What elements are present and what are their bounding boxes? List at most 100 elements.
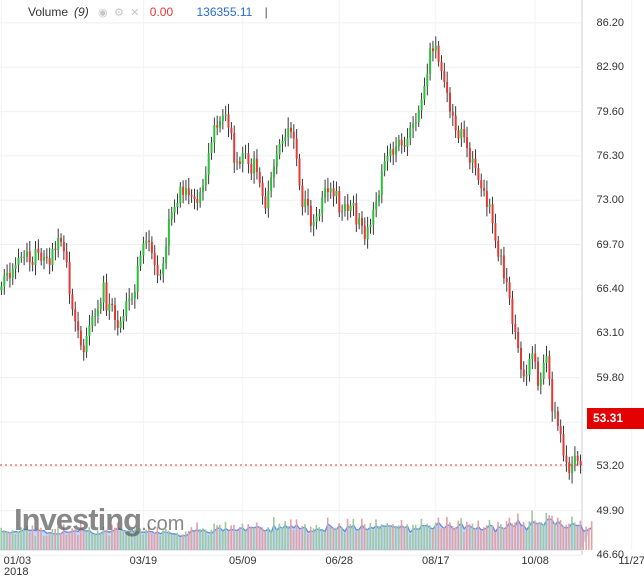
candle-body (227, 114, 230, 128)
volume-bar (511, 523, 513, 550)
candle-body (122, 315, 125, 322)
volume-bar (128, 529, 130, 550)
candle-body (468, 147, 471, 163)
volume-bar (3, 530, 5, 550)
candle-body (99, 302, 102, 310)
volume-bar (244, 530, 247, 550)
candle-body (253, 158, 256, 174)
eye-icon[interactable]: ◉ (98, 7, 108, 19)
volume-bar (395, 526, 397, 550)
volume-bar (568, 523, 570, 550)
volume-bar (196, 522, 198, 550)
volume-bar (349, 524, 352, 550)
volume-bar (502, 527, 505, 550)
volume-bar (483, 527, 485, 550)
volume-bar (74, 529, 76, 550)
candle-body (196, 198, 199, 203)
candle-body (187, 188, 190, 195)
volume-bar (579, 520, 582, 550)
candle-body (136, 266, 139, 292)
candle-body (91, 315, 94, 326)
volume-bar (71, 528, 73, 550)
x-tick-label: 11/27 (618, 555, 644, 567)
candle-body (216, 125, 219, 128)
volume-bar (480, 530, 482, 550)
volume-bar (88, 527, 90, 550)
volume-bar (122, 530, 125, 550)
candle-body (372, 209, 375, 225)
candle-body (204, 174, 207, 186)
volume-bar (449, 522, 451, 550)
volume-bar (562, 526, 565, 550)
candle-body (386, 155, 389, 162)
volume-bar (414, 524, 417, 550)
candle-body (548, 356, 551, 380)
candle-body (505, 278, 508, 283)
volume-bar (556, 517, 559, 550)
volume-bar (471, 523, 474, 550)
volume-bar (65, 534, 68, 550)
volume-bar (497, 521, 499, 550)
candle-body (576, 455, 579, 462)
volume-bar (358, 529, 360, 550)
volume-bar (187, 530, 190, 550)
legend-indicator-value: 0.00 (149, 5, 174, 19)
volume-bar (182, 534, 184, 550)
volume-bar (26, 526, 28, 550)
candle-body (511, 298, 514, 324)
volume-bar (31, 525, 34, 550)
candle-body (150, 242, 153, 253)
volume-bar (290, 519, 292, 550)
candles (0, 36, 582, 484)
y-tick-label: 46.60 (596, 549, 624, 562)
gear-icon[interactable]: ⚙ (114, 7, 124, 19)
volume-bar (167, 530, 170, 550)
volume-bar (324, 531, 326, 550)
candle-body (244, 153, 247, 155)
volume-bar (216, 525, 218, 550)
candle-body (17, 258, 20, 265)
y-tick-label: 53.20 (596, 460, 624, 473)
x-tick-label: 08/17 (422, 555, 450, 567)
candle-body (159, 274, 162, 276)
volume-bar (278, 523, 281, 550)
volume-bar (82, 530, 85, 550)
volume-bar (255, 522, 258, 550)
x-tick-label: 03/19 (129, 555, 158, 567)
candle-body (474, 158, 477, 168)
volume-bar (494, 532, 496, 550)
candle-body (301, 185, 304, 207)
volume-bar (185, 531, 187, 550)
volume-bar (537, 523, 539, 550)
candle-body (295, 138, 298, 159)
volume-bar (446, 517, 448, 550)
volume-bar (267, 527, 269, 550)
volume-bar (6, 532, 8, 550)
candle-body (378, 194, 380, 202)
volume-bar (312, 528, 315, 550)
candle-body (525, 375, 528, 377)
chart-grid (0, 0, 633, 556)
candle-body (417, 110, 420, 123)
candle-body (167, 219, 170, 246)
candle-body (565, 455, 568, 463)
candle-body (68, 262, 71, 295)
volume-bar (528, 521, 531, 550)
volume-bar (531, 510, 533, 550)
y-tick-label: 69.70 (596, 238, 624, 251)
volume-bar (517, 513, 519, 550)
volume-bar (460, 518, 462, 550)
candle-body (23, 256, 26, 258)
volume-bar (559, 520, 562, 550)
close-icon[interactable]: ✕ (130, 7, 140, 19)
candle-body (82, 345, 85, 353)
volume-bar (463, 532, 465, 550)
volume-bar (426, 523, 428, 550)
candle-body (199, 192, 202, 203)
volume-bar (437, 517, 440, 550)
volume-bar (505, 521, 508, 550)
volume-bar (139, 528, 142, 550)
candle-body (551, 379, 554, 412)
candle-body (454, 115, 457, 131)
volume-bar (51, 529, 54, 550)
